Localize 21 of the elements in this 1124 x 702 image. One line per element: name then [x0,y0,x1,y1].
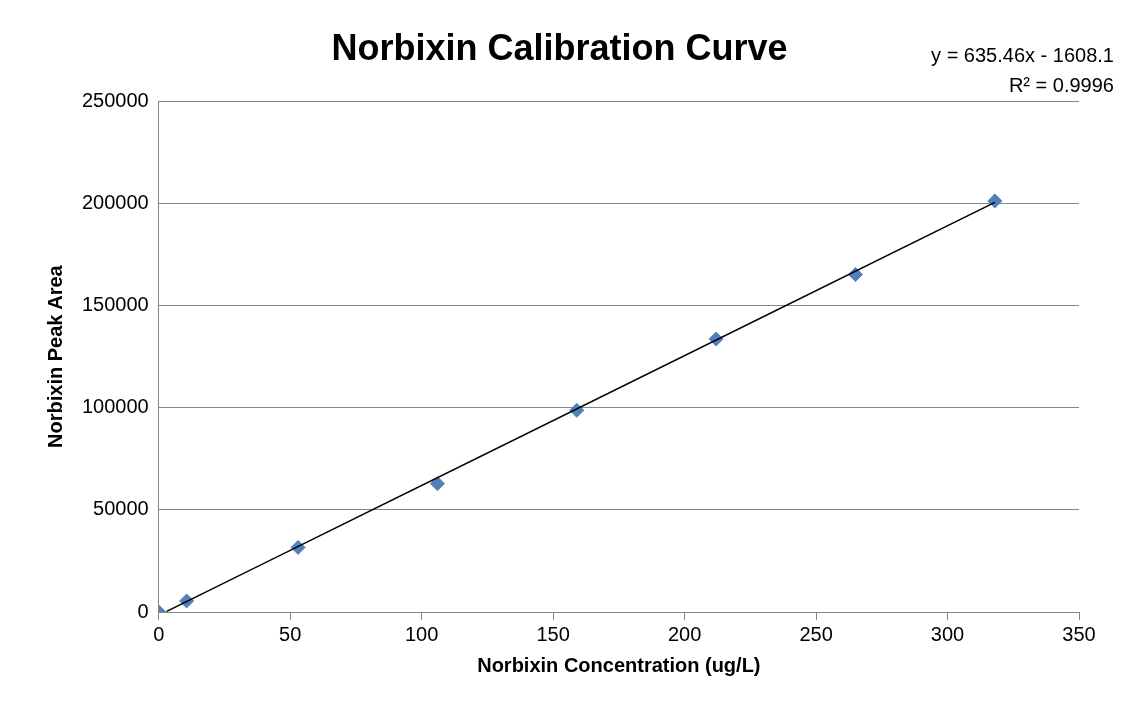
y-tick-label: 200000 [81,190,149,213]
x-axis-title: Norbixin Concentration (ug/L) [477,653,761,676]
chart-title: Norbixin Calibration Curve [331,26,788,68]
y-tick-label: 100000 [81,395,149,418]
text: R² = 0.9996 [1008,73,1114,96]
point [429,476,445,492]
y-axis-title: Norbixin Peak Area [43,264,66,448]
x-tick-label: 300 [930,622,965,645]
x-tick-label: 100 [404,622,439,645]
x-tick-label: 200 [667,622,702,645]
y-tick-label: 150000 [81,293,149,316]
x-tick-label: 0 [153,622,165,645]
x-tick-label: 350 [1062,622,1096,645]
point [987,193,1003,209]
text: y = 635.46x - 1608.1 [931,43,1114,66]
y-tick-label: 50000 [93,497,149,520]
x-tick-label: 50 [279,622,302,645]
x-tick-label: 150 [536,622,570,645]
x-tick-label: 250 [799,622,833,645]
y-tick-label: 250000 [81,88,149,111]
y-tick-label: 0 [137,599,149,622]
